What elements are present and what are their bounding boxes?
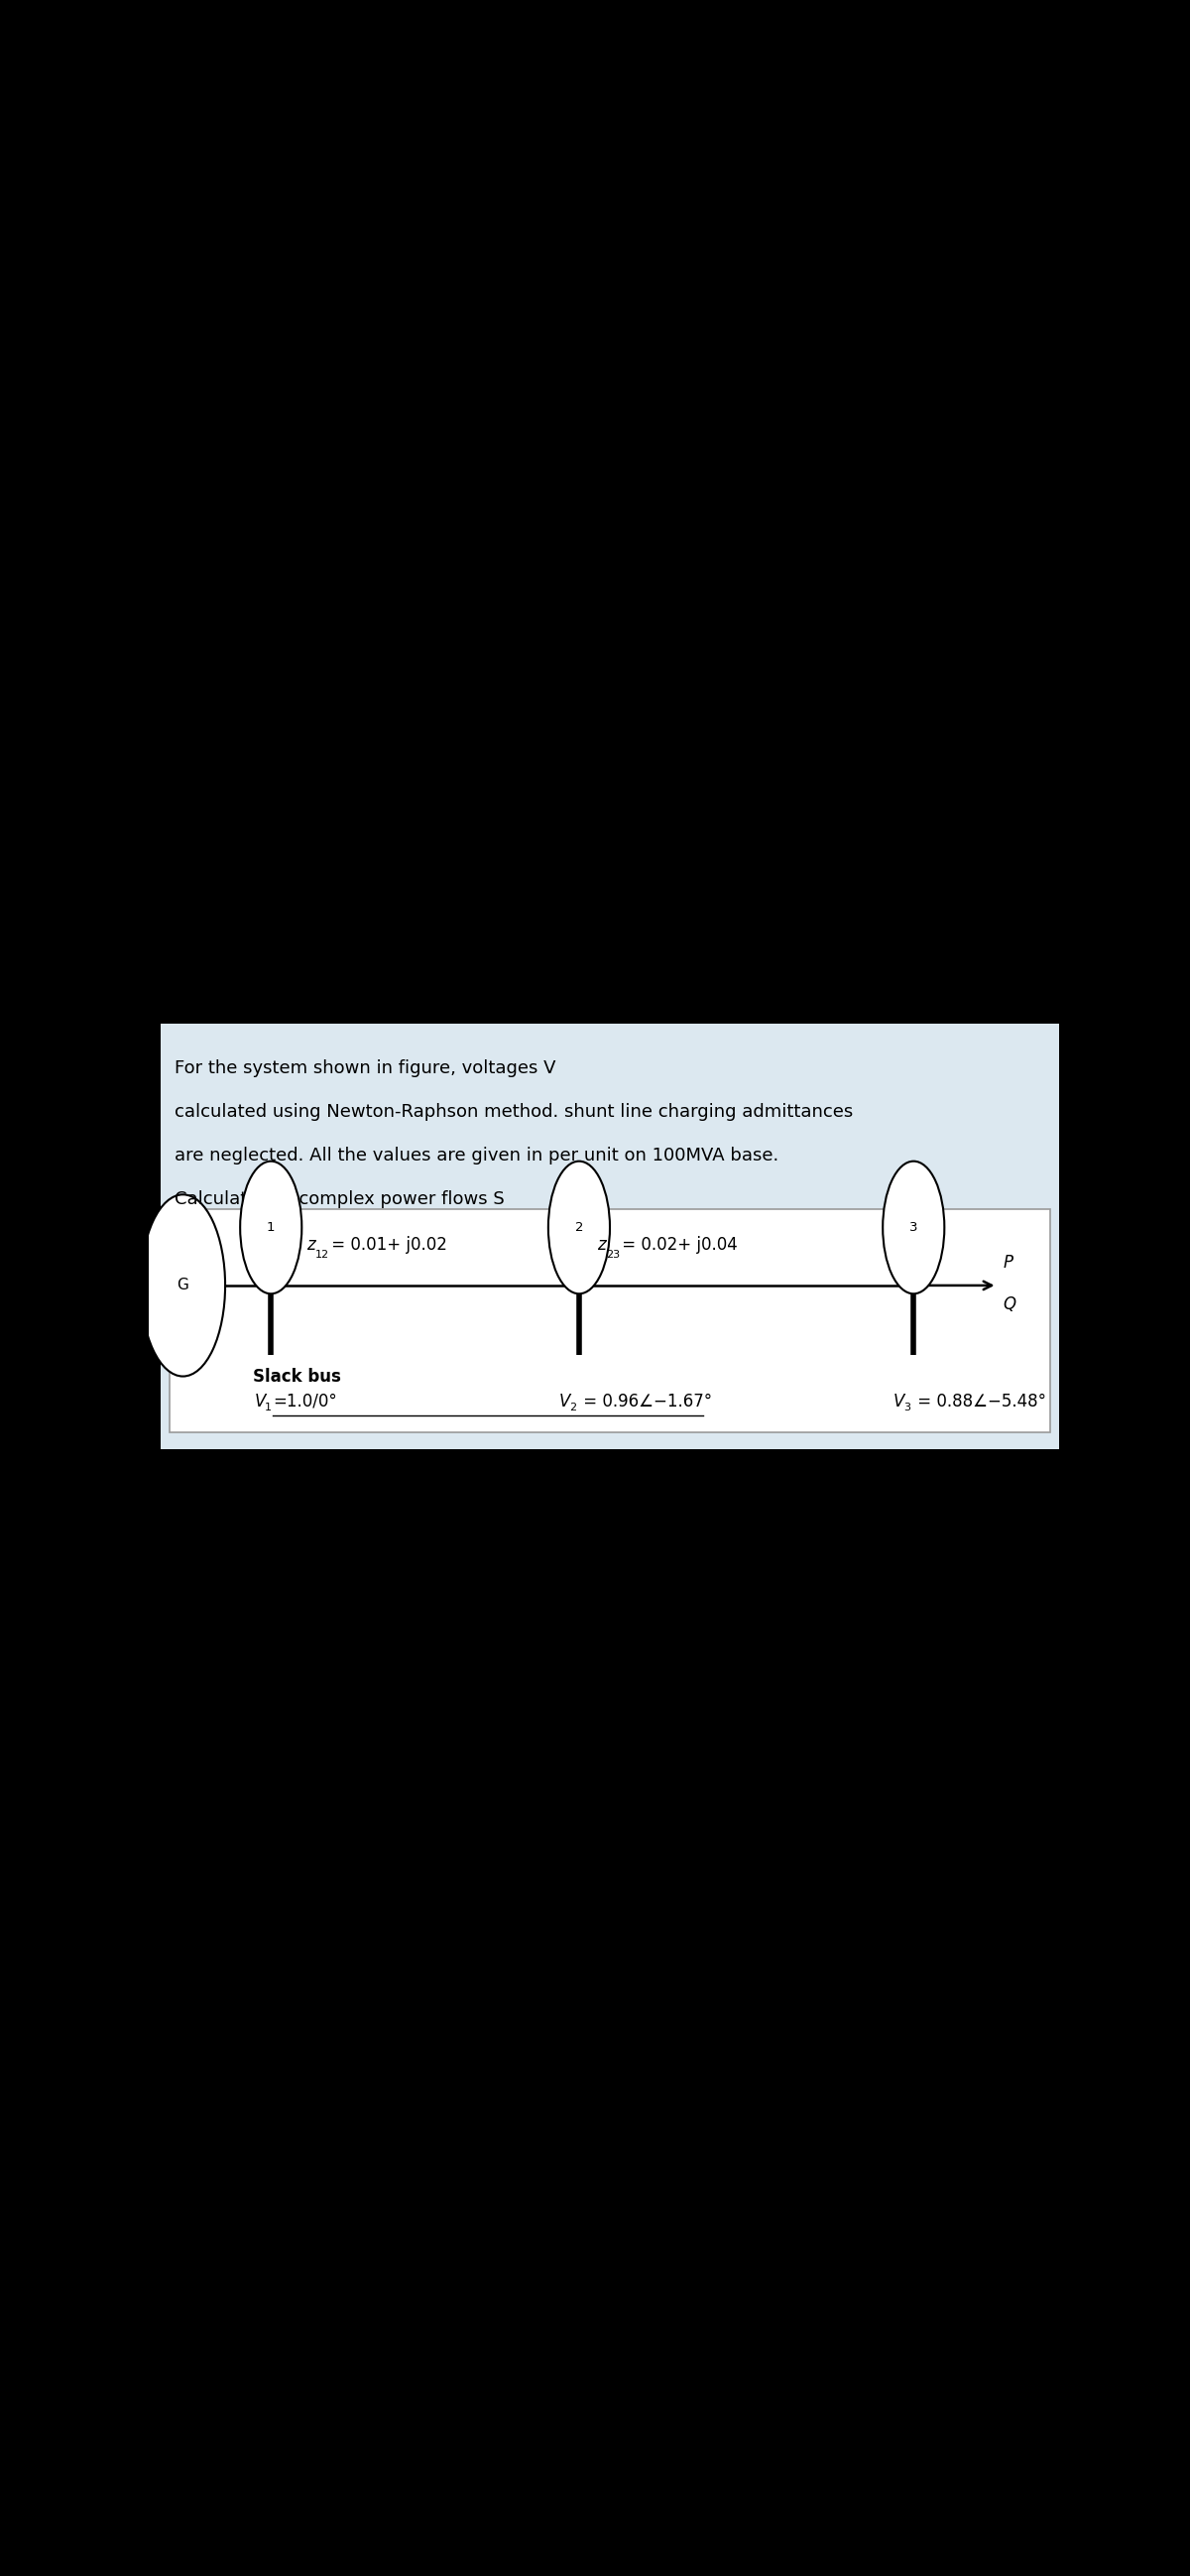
- Text: = 0.88∠−5.48°: = 0.88∠−5.48°: [913, 1394, 1046, 1409]
- Text: 3: 3: [903, 1401, 910, 1412]
- Text: Slack bus: Slack bus: [252, 1368, 340, 1386]
- Text: 12: 12: [315, 1249, 330, 1260]
- Text: Q: Q: [1003, 1296, 1016, 1314]
- Text: z: z: [596, 1236, 606, 1255]
- Text: L: L: [1069, 1301, 1076, 1311]
- Text: = 0.01+ j0.02: = 0.01+ j0.02: [326, 1236, 447, 1255]
- Text: = 0.96∠−1.67°: = 0.96∠−1.67°: [578, 1394, 712, 1409]
- Text: (estimated time to answer this question: 13 minutes): (estimated time to answer this question:…: [165, 1486, 643, 1504]
- Text: = 0.02+ j0.04: = 0.02+ j0.04: [616, 1236, 738, 1255]
- Text: Calculate the complex power flows S: Calculate the complex power flows S: [175, 1190, 505, 1208]
- Text: 2: 2: [575, 1221, 583, 1234]
- Text: 2: 2: [569, 1401, 576, 1412]
- Text: V: V: [255, 1394, 265, 1409]
- Text: are neglected. All the values are given in per unit on 100MVA base.: are neglected. All the values are given …: [175, 1146, 778, 1164]
- Text: 1: 1: [267, 1221, 275, 1234]
- Text: z: z: [306, 1236, 315, 1255]
- FancyBboxPatch shape: [161, 1023, 1059, 1450]
- Circle shape: [240, 1162, 302, 1293]
- Text: V: V: [559, 1394, 570, 1409]
- Circle shape: [140, 1195, 225, 1376]
- Text: P: P: [1003, 1255, 1013, 1273]
- FancyBboxPatch shape: [170, 1211, 1050, 1432]
- Text: 3: 3: [909, 1221, 917, 1234]
- Text: =1.0/0°: =1.0/0°: [273, 1394, 337, 1409]
- Text: L: L: [1069, 1270, 1076, 1280]
- Text: V: V: [894, 1394, 904, 1409]
- Text: 1: 1: [264, 1401, 271, 1412]
- Text: For the system shown in figure, voltages V: For the system shown in figure, voltages…: [175, 1059, 556, 1077]
- Circle shape: [549, 1162, 610, 1293]
- Text: calculated using Newton-Raphson method. shunt line charging admittances: calculated using Newton-Raphson method. …: [175, 1103, 853, 1121]
- Text: G: G: [177, 1278, 189, 1293]
- Text: 23: 23: [606, 1249, 620, 1260]
- Circle shape: [883, 1162, 945, 1293]
